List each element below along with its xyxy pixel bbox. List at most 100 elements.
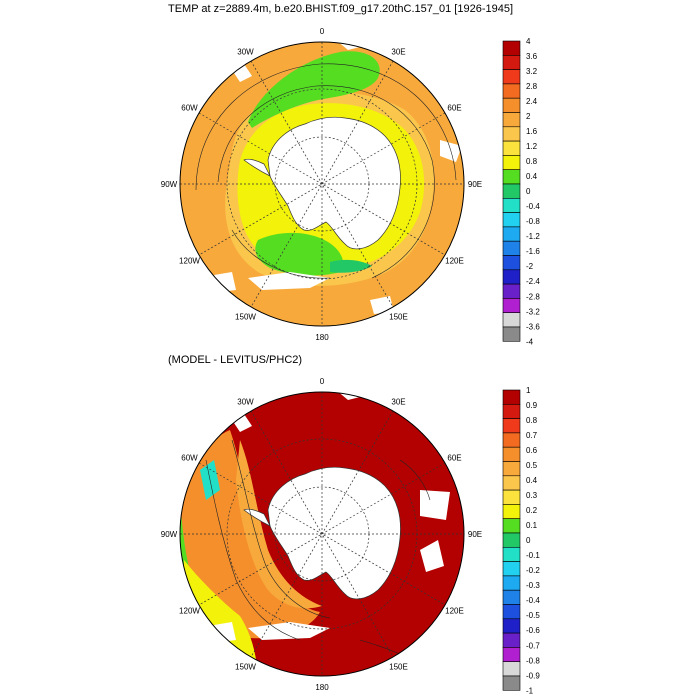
teal-region (330, 259, 372, 273)
map-boundary (179, 41, 465, 327)
contour-line (217, 85, 435, 279)
colorbar-tick-label: 0 (526, 187, 531, 196)
longitude-label: 120E (445, 607, 464, 616)
colorbar-tick-label: -2 (526, 262, 534, 271)
colorbar-tick-label: 0.6 (526, 446, 538, 455)
longitude-label: 150E (389, 663, 408, 672)
colorbar-tick-label: -3.6 (526, 322, 540, 331)
colorbar-swatch (502, 255, 521, 271)
colorbar-tick-label: 1.6 (526, 127, 538, 136)
longitude-label: 150W (235, 663, 256, 672)
top-map-title: TEMP at z=2889.4m, b.e20.BHIST.f09_g17.2… (168, 3, 514, 15)
colorbar-tick-label: -0.3 (526, 581, 540, 590)
colorbar-swatch (502, 240, 521, 256)
colorbar-tick-label: -0.6 (526, 626, 540, 635)
colorbar-swatch (502, 446, 521, 462)
colorbar-swatch (502, 675, 521, 691)
longitude-label: 150E (389, 313, 408, 322)
colorbar-swatch (502, 83, 521, 99)
colorbar-tick-label: 2 (526, 112, 531, 121)
contour-line (205, 459, 301, 641)
colorbar-tick-label: 2.4 (526, 97, 538, 106)
colorbar-swatch (502, 169, 521, 185)
colorbar-tick-label: -0.1 (526, 551, 540, 560)
colorbar-swatch (502, 283, 521, 299)
colorbar-tick-label: 0.4 (526, 172, 538, 181)
colorbar-tick-label: -2.8 (526, 292, 540, 301)
missing-data-patch (420, 490, 450, 520)
colorbar-swatch (502, 647, 521, 663)
colorbar-swatch (502, 69, 521, 85)
colorbar-tick-label: -0.8 (526, 217, 540, 226)
colorbar-swatch (502, 561, 521, 577)
longitude-labels: 0 30E 60E 90E 120E 150E 180 150W 120W 90W 60W 30W (161, 27, 482, 342)
longitude-label: 90W (161, 180, 178, 189)
longitude-label: 150W (235, 313, 256, 322)
top-polar-map: 0 30E 60E 90E 120E 150E 180 150W 120W 90W 60W 30W (161, 27, 482, 342)
longitude-label: 60E (447, 104, 461, 113)
graticule (180, 392, 464, 676)
green-region-atlantic (248, 51, 380, 128)
top-colorbar: 4 3.6 3.2 2.8 2.4 2 1.6 1.2 0.8 0.4 0 -0.4 -0.8 -1.2 -… (502, 37, 540, 346)
colorbar-swatch (502, 589, 521, 605)
bottom-colorbar: 1 0.9 0.8 0.7 0.6 0.5 0.4 0.3 0.2 0.1 0 -0.1 -0.2 -0.… (502, 386, 540, 695)
colorbar-tick-label: -1 (526, 686, 534, 695)
longitude-label: 60W (181, 454, 198, 463)
longitude-label: 90E (468, 530, 482, 539)
colorbar-swatch (502, 489, 521, 505)
longitude-label: 90E (468, 180, 482, 189)
colorbar-tick-label: 0.4 (526, 476, 538, 485)
colorbar-tick-label: 0.8 (526, 416, 538, 425)
colorbar-swatch (502, 298, 521, 313)
longitude-label: 60E (447, 454, 461, 463)
colorbar-tick-label: 1 (526, 386, 531, 395)
graticule (180, 42, 464, 326)
colorbar-swatch (502, 403, 521, 419)
colorbar-swatch (502, 618, 521, 634)
longitude-label: 90W (161, 530, 178, 539)
colorbar-swatch (502, 604, 521, 620)
colorbar-swatch (502, 532, 521, 548)
longitude-label: 30E (391, 398, 405, 407)
longitude-label: 30E (391, 48, 405, 57)
green-region-ross (255, 232, 344, 276)
colorbar-tick-label: -0.4 (526, 596, 540, 605)
colorbar-swatch (502, 518, 521, 534)
colorbar-tick-label: 0.2 (526, 506, 538, 515)
colorbar-tick-label: 0.9 (526, 401, 538, 410)
antarctic-peninsula (243, 158, 271, 177)
light-orange-region (236, 440, 322, 609)
colorbar-swatch (502, 54, 521, 70)
colorbar-tick-label: 3.2 (526, 67, 538, 76)
contour-line (231, 439, 331, 619)
colorbar-tick-label: 0.7 (526, 431, 538, 440)
colorbar-tick-label: 0.5 (526, 461, 538, 470)
colorbar-tick-label: -2.4 (526, 277, 540, 286)
colorbar-swatch (502, 126, 521, 142)
colorbar-swatch (502, 461, 521, 477)
colorbar-swatch (502, 226, 521, 242)
contour-line (231, 229, 331, 279)
colorbar-tick-label: -1.6 (526, 247, 540, 256)
bottom-polar-map: 0 30E 60E 90E 120E 150E 180 150W 120W 90W 60W 30W (161, 377, 482, 692)
colorbar-tick-label: 0.1 (526, 521, 538, 530)
colorbar-swatch (502, 198, 521, 213)
colorbar-swatch (502, 269, 521, 285)
colorbar-tick-label: -4 (526, 337, 534, 346)
colorbar-tick-label: -0.4 (526, 202, 540, 211)
colorbar-tick-label: 0 (526, 536, 531, 545)
colorbar-tick-label: -0.9 (526, 671, 540, 680)
longitude-label: 0 (320, 27, 325, 36)
colorbar-swatch (502, 661, 521, 677)
colorbar-swatch (502, 418, 521, 434)
colorbar-swatch (502, 212, 521, 228)
colorbar-swatch (502, 326, 521, 342)
colorbar-tick-label: 4 (526, 37, 531, 46)
colorbar-swatch (502, 389, 521, 405)
colorbar-swatch (502, 40, 521, 56)
colorbar-swatch (502, 546, 521, 562)
longitude-label: 0 (320, 377, 325, 386)
antarctica-landmass (267, 466, 401, 600)
colorbar-tick-label: -0.2 (526, 566, 540, 575)
